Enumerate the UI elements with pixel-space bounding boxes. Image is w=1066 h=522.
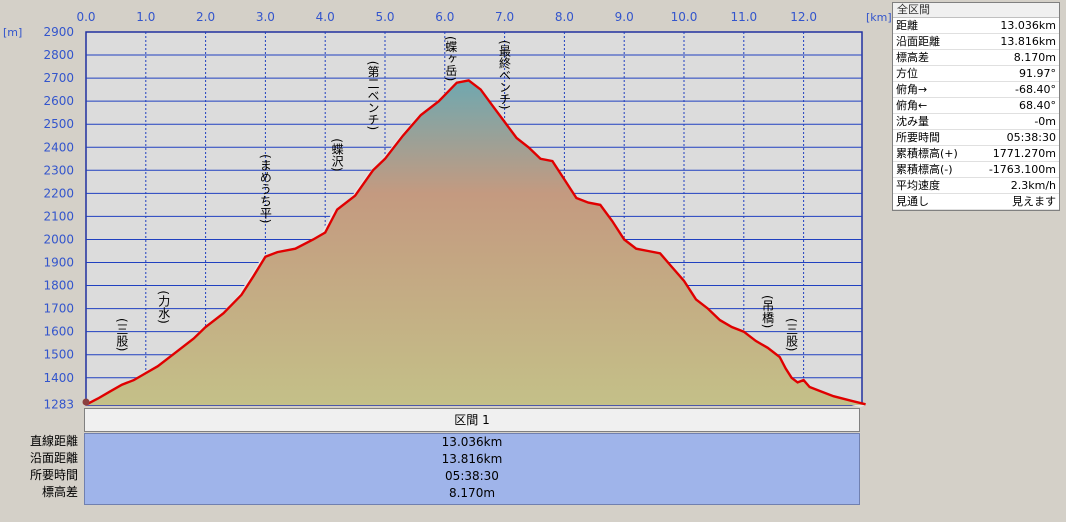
x-tick-label: 9.0 [615, 10, 634, 24]
y-tick-label: 2900 [43, 25, 74, 39]
summary-row-label: 累積標高(-) [896, 163, 953, 176]
waypoint-label: (蝶ヶ岳) [444, 36, 458, 81]
summary-panel: 全区間 距離 13.036km 沿面距離 13.816km 標高差 8.170m 方位 91.… [892, 2, 1060, 211]
summary-row-label: 累積標高(+) [896, 147, 958, 160]
summary-row-value: 13.816km [1000, 35, 1056, 48]
summary-row-label: 所要時間 [896, 131, 940, 144]
summary-row: 俯角→ -68.40° [893, 82, 1059, 98]
section-label: 所要時間 [29, 468, 78, 482]
y-tick-label: 1600 [43, 325, 74, 339]
summary-row: 平均速度 2.3km/h [893, 178, 1059, 194]
start-marker[interactable] [82, 398, 90, 406]
y-tick-label: 2800 [43, 48, 74, 62]
terrain-fill [86, 80, 866, 406]
summary-row-value: 68.40° [1019, 99, 1056, 112]
summary-row: 俯角← 68.40° [893, 98, 1059, 114]
summary-title: 全区間 [893, 3, 1059, 18]
summary-row: 所要時間 05:38:30 [893, 130, 1059, 146]
y-unit-label: [m] [3, 26, 22, 39]
waypoint-label: (第二ベンチ) [366, 61, 380, 130]
summary-row-label: 俯角← [896, 99, 928, 112]
y-tick-label: 2200 [43, 186, 74, 200]
waypoint-label: (三股) [115, 318, 129, 351]
summary-row-label: 沿面距離 [896, 35, 940, 48]
summary-row: 方位 91.97° [893, 66, 1059, 82]
x-tick-label: 2.0 [196, 10, 215, 24]
waypoint-label: (三股) [785, 318, 799, 351]
waypoint-annotations: (三股) (力水) (まめうち平) (蝶沢) (第二ベンチ) (蝶ヶ岳) (最終ベンチ) (吊… [115, 36, 799, 351]
x-tick-label: 4.0 [316, 10, 335, 24]
summary-row-label: 標高差 [896, 51, 929, 64]
x-tick-label: 8.0 [555, 10, 574, 24]
summary-row-label: 俯角→ [896, 83, 928, 96]
summary-row-label: 距離 [896, 19, 918, 32]
y-tick-label: 1700 [43, 302, 74, 316]
x-tick-label: 12.0 [790, 10, 817, 24]
y-tick-label: 2300 [43, 163, 74, 177]
summary-row: 沿面距離 13.816km [893, 34, 1059, 50]
summary-row-value: 8.170m [1013, 51, 1056, 64]
y-tick-label: 1900 [43, 256, 74, 270]
y-tick-label: 1283 [43, 398, 74, 410]
summary-row-value: 13.036km [1000, 19, 1056, 32]
summary-row-value: 1771.270m [992, 147, 1056, 160]
y-tick-label: 1800 [43, 279, 74, 293]
summary-row-value: 91.97° [1019, 67, 1056, 80]
summary-row-value: 見えます [1012, 195, 1056, 208]
summary-row: 累積標高(+) 1771.270m [893, 146, 1059, 162]
elevation-line [85, 79, 866, 406]
section-labels: 直線距離沿面距離所要時間標高差 [0, 433, 80, 501]
y-axis-ticks: 2900 2800 2700 2600 2500 2400 2300 2200 2100 2000… [43, 25, 74, 410]
elevation-chart: 0.0 1.0 2.0 3.0 4.0 5.0 6.0 7.0 8.0 9.0 10.0 11.0 12… [3, 10, 892, 410]
section-value: 05:38:30 [445, 469, 499, 483]
summary-row-value: 2.3km/h [1010, 179, 1056, 192]
summary-row-value: 05:38:30 [1006, 131, 1056, 144]
y-tick-label: 2700 [43, 71, 74, 85]
y-tick-label: 2600 [43, 94, 74, 108]
x-unit-label: [km] [866, 11, 892, 24]
waypoint-label: (力水) [157, 290, 171, 323]
x-tick-label: 10.0 [671, 10, 698, 24]
x-tick-label: 5.0 [375, 10, 394, 24]
summary-row-value: -0m [1034, 115, 1056, 128]
y-tick-label: 1400 [43, 371, 74, 385]
section-label: 標高差 [41, 485, 78, 499]
section-label: 沿面距離 [29, 451, 78, 465]
summary-row: 沈み量 -0m [893, 114, 1059, 130]
section-label: 直線距離 [29, 434, 78, 448]
summary-row-label: 平均速度 [896, 179, 940, 192]
x-tick-label: 11.0 [730, 10, 757, 24]
x-tick-label: 6.0 [435, 10, 454, 24]
y-tick-label: 1500 [43, 348, 74, 362]
x-tick-label: 3.0 [256, 10, 275, 24]
waypoint-label: (吊橋) [761, 295, 775, 328]
summary-row-label: 沈み量 [896, 115, 929, 128]
waypoint-label: (最終ベンチ) [498, 40, 512, 109]
x-tick-label: 0.0 [76, 10, 95, 24]
summary-row-value: -1763.100m [988, 163, 1056, 176]
y-tick-label: 2100 [43, 209, 74, 223]
summary-row: 見通し 見えます [893, 194, 1059, 210]
section-values: 13.036km 13.816km 05:38:30 8.170m [84, 433, 860, 505]
section-value: 13.816km [441, 452, 503, 466]
summary-row: 累積標高(-) -1763.100m [893, 162, 1059, 178]
y-tick-label: 2000 [43, 232, 74, 246]
section-value: 13.036km [441, 435, 503, 449]
section-header[interactable]: 区間 1 [84, 408, 860, 432]
section-value: 8.170m [448, 486, 496, 500]
y-tick-label: 2500 [43, 117, 74, 131]
waypoint-label: (蝶沢) [330, 138, 344, 171]
summary-row: 標高差 8.170m [893, 50, 1059, 66]
waypoint-label: (まめうち平) [258, 154, 272, 223]
summary-row-value: -68.40° [1015, 83, 1056, 96]
summary-row-label: 見通し [896, 195, 929, 208]
x-axis-ticks: 0.0 1.0 2.0 3.0 4.0 5.0 6.0 7.0 8.0 9.0 10.0 11.0 12… [76, 10, 817, 24]
x-tick-label: 7.0 [495, 10, 514, 24]
summary-row: 距離 13.036km [893, 18, 1059, 34]
y-tick-label: 2400 [43, 140, 74, 154]
x-tick-label: 1.0 [136, 10, 155, 24]
summary-row-label: 方位 [896, 67, 918, 80]
